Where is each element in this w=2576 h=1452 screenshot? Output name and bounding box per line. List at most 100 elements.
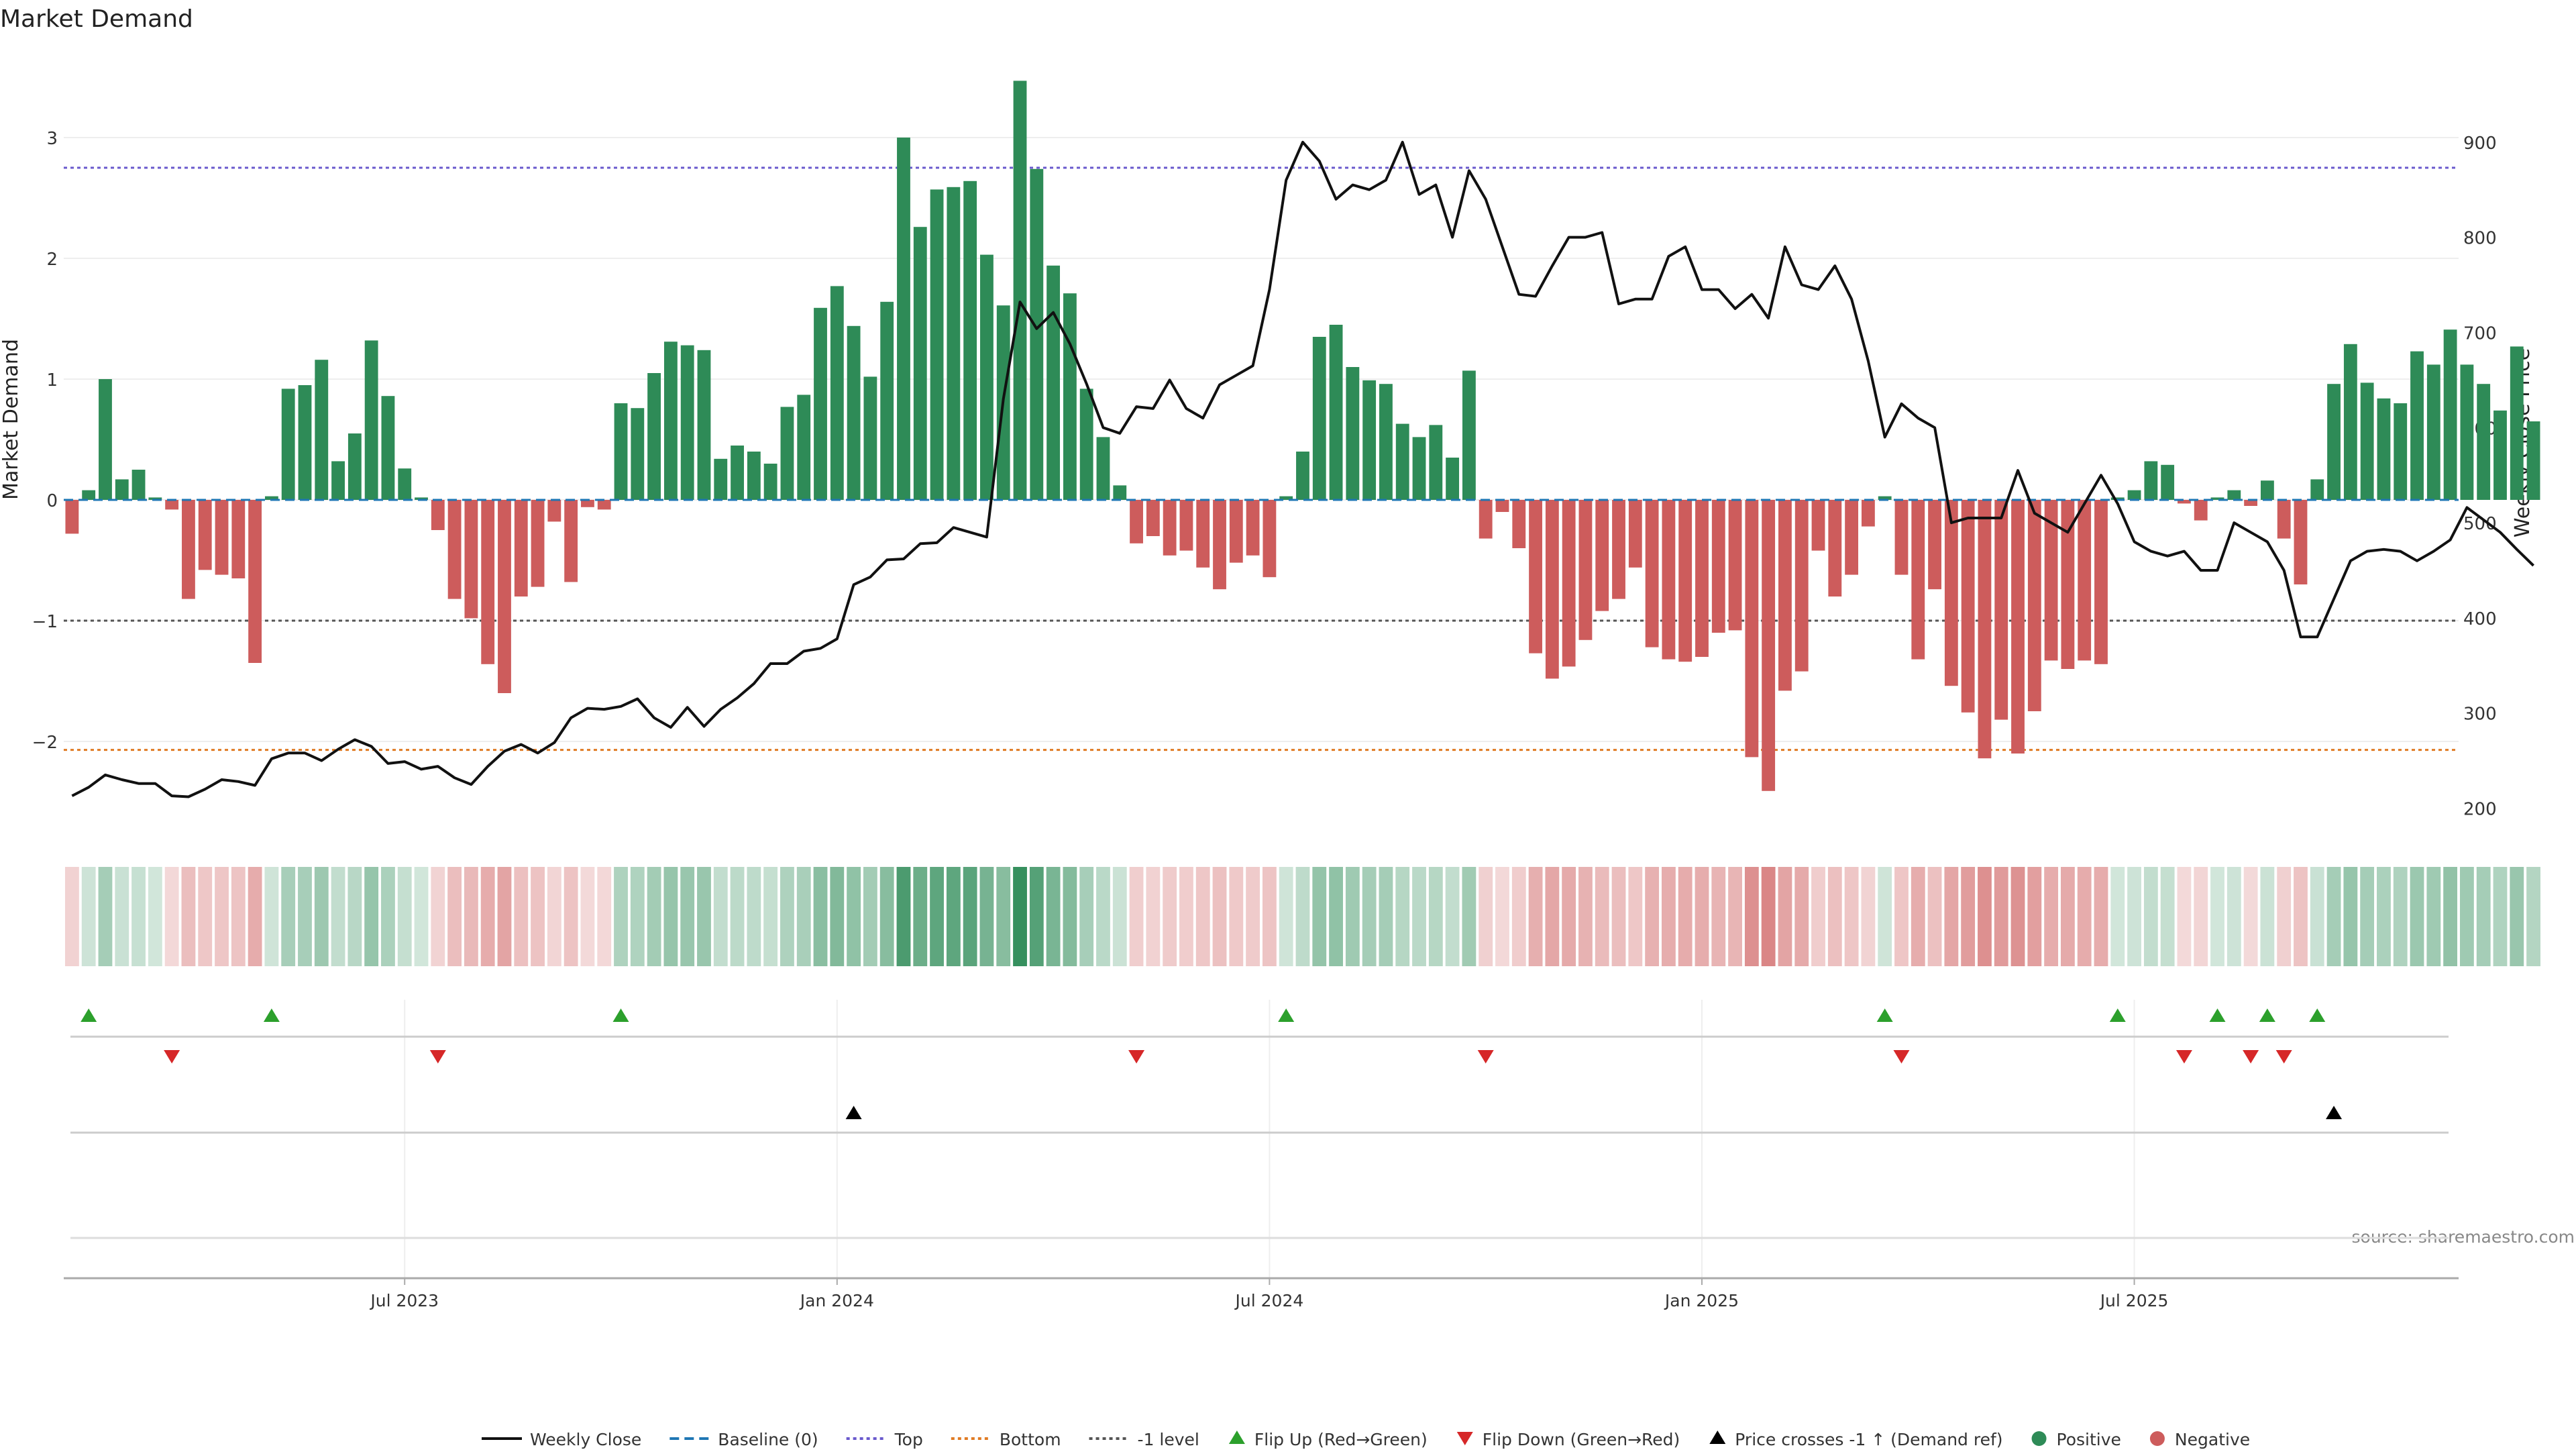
demand-bar [1911,500,1925,660]
legend-item: Weekly Close [482,1430,641,1449]
demand-heat-cell [1628,867,1643,966]
demand-heat-cell [2027,867,2042,966]
flip-up-marker [1278,1008,1295,1022]
chart-title: Market Demand [0,5,193,33]
demand-bar [1063,293,1077,500]
demand-bar [2127,490,2141,500]
demand-heat-cell [2360,867,2375,966]
demand-bar [564,500,578,582]
demand-bar [2144,461,2158,500]
x-tick-label: Jul 2025 [2099,1291,2169,1310]
demand-heat-cell [480,867,495,966]
demand-bar [2443,329,2457,500]
demand-bar [731,446,744,500]
legend-triangle-down-swatch [1456,1432,1473,1445]
demand-heat-cell [2393,867,2408,966]
demand-bar [381,396,395,500]
demand-bar [1130,500,1143,543]
legend-triangle-up-swatch [1228,1431,1245,1444]
flip-down-marker [1477,1050,1494,1064]
demand-bar [780,407,794,500]
demand-bar [1246,500,1260,556]
flip-up-marker [612,1008,629,1022]
legend-dot-swatch [2031,1431,2047,1446]
flip-down-marker [2176,1050,2192,1064]
demand-bar [347,433,362,500]
demand-heat-cell [2294,867,2308,966]
demand-bar [1928,500,1941,590]
demand-bar [1628,500,1642,568]
y2-tick-label: 700 [2463,323,2497,344]
demand-bar [531,500,545,587]
demand-bar [747,452,761,500]
demand-heat-cell [1611,867,1626,966]
x-tick-label: Jan 2025 [1664,1291,1739,1310]
demand-bar [2210,497,2224,500]
demand-bar [1811,500,1825,551]
demand-heat-cell [1479,867,1493,966]
demand-heat-cell [298,867,312,966]
demand-heat-cell [747,867,761,966]
demand-bar [82,490,96,500]
legend-label: Bottom [1000,1430,1061,1449]
legend-label: Negative [2175,1430,2250,1449]
demand-bar [814,307,827,500]
demand-bar [1728,500,1742,631]
demand-bar [830,286,844,500]
legend-item: -1 level [1089,1430,1199,1449]
demand-bar [2493,410,2507,500]
flip-down-marker [2243,1050,2259,1064]
flip-up-marker [80,1008,97,1022]
flip-up-marker [263,1008,280,1022]
demand-bar [2327,384,2341,500]
y2-tick-label: 400 [2463,609,2497,629]
demand-bar [1362,380,1377,500]
demand-heat-cell [697,867,711,966]
demand-heat-cell [1379,867,1393,966]
legend-item: Flip Up (Red→Green) [1228,1430,1428,1449]
x-tick-label: Jan 2024 [799,1291,874,1310]
demand-heat-cell [1312,867,1327,966]
demand-heat-cell [796,867,811,966]
demand-heat-cell [331,867,345,966]
demand-bar [2394,403,2408,500]
x-axis: Jul 2023 Jan 2024 Jul 2024 Jan 2025 Jul 2025 [64,1277,2459,1310]
demand-bar [930,189,944,500]
y-tick-label: 3 [46,129,58,149]
demand-heat-cell [1163,867,1177,966]
demand-heat-cell [1695,867,1709,966]
demand-bar [1612,500,1625,599]
legend-label: Top [894,1430,923,1449]
demand-bar [2227,490,2241,500]
demand-bar [947,187,961,500]
demand-heat-cell [1661,867,1676,966]
legend-label: Flip Down (Green→Red) [1483,1430,1680,1449]
demand-heat-cell [597,867,612,966]
demand-heat-cell [1711,867,1726,966]
demand-bar [647,373,661,500]
demand-heat-cell [115,867,129,966]
legend-item: Flip Down (Green→Red) [1456,1430,1680,1449]
demand-heat-cell [248,867,262,966]
demand-bar [215,500,229,575]
legend-item: Top [846,1430,923,1449]
demand-bar [1263,500,1277,578]
y-tick-label: 0 [46,491,58,511]
demand-bar [2011,500,2025,754]
flip-down-marker [1893,1050,1910,1064]
demand-heat-cell [1195,867,1210,966]
legend-item: Positive [2031,1430,2121,1449]
demand-bar [1462,370,1476,500]
demand-bar [99,379,112,500]
demand-heat-cell [181,867,196,966]
demand-heat-cell [2410,867,2424,966]
demand-heat-cell [1428,867,1443,966]
demand-heat-cell [164,867,179,966]
demand-bar [1961,500,1975,713]
demand-heat-cell [464,867,478,966]
demand-heat-cell [2310,867,2324,966]
demand-bar [2310,479,2324,500]
demand-bar [847,325,861,500]
demand-heat-strip [64,867,2540,966]
legend-label: Weekly Close [530,1430,641,1449]
